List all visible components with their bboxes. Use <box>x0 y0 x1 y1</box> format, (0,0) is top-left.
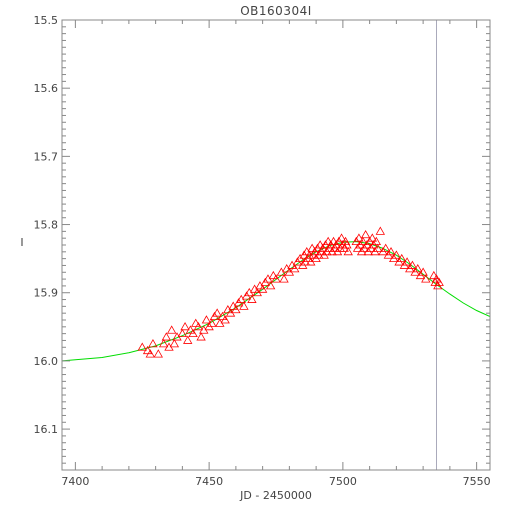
data-point <box>201 315 212 324</box>
data-point <box>212 308 222 317</box>
y-tick-label: 16.0 <box>34 355 59 368</box>
data-point <box>279 274 289 283</box>
x-tick-label: 7400 <box>61 475 89 488</box>
data-point <box>193 322 204 331</box>
data-point <box>145 349 155 358</box>
plot-area <box>62 20 490 470</box>
x-tick-label: 7500 <box>329 475 357 488</box>
data-point <box>188 328 198 338</box>
data-point <box>185 325 196 334</box>
data-point <box>315 240 325 249</box>
data-point <box>431 274 442 283</box>
data-point <box>137 342 147 351</box>
data-point <box>358 236 368 245</box>
data-point <box>142 345 153 355</box>
data-point <box>231 304 241 314</box>
data-point <box>180 322 190 331</box>
plot-frame <box>61 19 491 471</box>
y-tick-label: 15.5 <box>34 14 59 27</box>
y-tick-label: 15.8 <box>34 219 59 232</box>
y-tick-label: 15.7 <box>34 150 59 163</box>
data-point <box>343 247 353 256</box>
data-point <box>397 253 407 263</box>
data-point <box>342 240 352 249</box>
data-point <box>148 339 158 348</box>
data-point <box>169 339 180 348</box>
data-point <box>207 318 217 327</box>
data-point <box>413 264 423 273</box>
data-point <box>386 247 396 256</box>
data-point <box>196 332 206 341</box>
data-point <box>290 264 300 273</box>
y-tick-label: 15.9 <box>34 287 59 300</box>
data-point <box>421 274 431 283</box>
data-point <box>153 349 163 358</box>
x-axis-label: JD - 2450000 <box>239 489 312 502</box>
data-point <box>271 274 281 283</box>
data-point <box>418 267 428 276</box>
y-tick-label: 16.1 <box>34 423 59 436</box>
data-point <box>407 260 418 269</box>
data-point <box>360 229 371 239</box>
data-point <box>434 277 444 286</box>
data-point <box>307 243 317 252</box>
x-axis: 7400 7450 7500 7550 <box>61 20 491 488</box>
data-point <box>191 318 201 327</box>
data-point <box>158 339 169 348</box>
data-point <box>328 236 339 245</box>
data-point <box>391 250 402 259</box>
data-point <box>166 325 177 334</box>
data-point <box>402 257 412 266</box>
y-tick-label: 15.6 <box>34 82 59 95</box>
y-axis-label: I <box>20 236 23 249</box>
data-point <box>220 315 230 324</box>
data-point <box>375 226 386 235</box>
data-point <box>217 311 228 320</box>
data-point <box>177 328 188 338</box>
data-point <box>372 243 383 252</box>
data-point <box>380 243 391 252</box>
data-point <box>239 301 249 310</box>
data-point <box>183 335 193 344</box>
model-curve <box>62 241 490 362</box>
x-tick-label: 7550 <box>463 475 491 488</box>
data-point <box>265 281 276 290</box>
data-point <box>247 294 257 303</box>
data-point <box>336 233 347 242</box>
data-point <box>323 236 333 245</box>
data-point <box>268 270 279 280</box>
chart-title: OB160304I <box>240 4 312 18</box>
data-point <box>354 233 364 242</box>
x-tick-label: 7450 <box>195 475 223 488</box>
data-point <box>367 233 377 242</box>
data-point <box>161 332 172 341</box>
y-axis: 15.5 15.6 15.7 15.8 15.9 16.0 16.1 <box>34 14 490 471</box>
data-point <box>257 284 268 293</box>
data-point <box>371 236 382 245</box>
data-point <box>340 236 351 245</box>
data-point <box>429 270 439 280</box>
